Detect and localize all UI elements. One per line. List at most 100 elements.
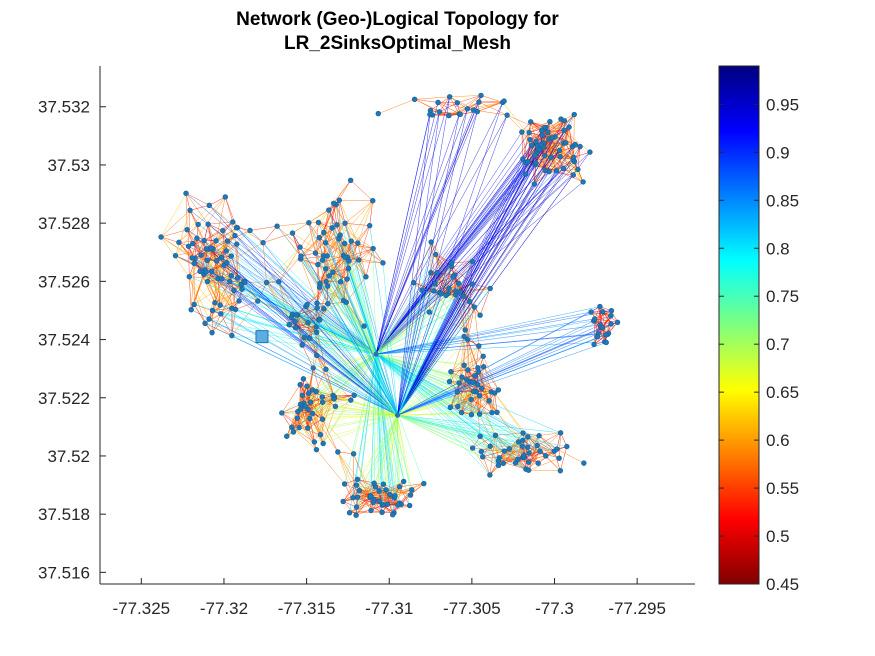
node-point	[469, 445, 476, 451]
mesh-edge	[450, 395, 480, 408]
sink-edge	[319, 319, 398, 416]
sink-edge	[187, 229, 377, 355]
mesh-edge	[414, 96, 450, 100]
mesh-edge	[449, 96, 460, 115]
sink-edge	[397, 274, 455, 416]
sink-edge	[316, 326, 398, 416]
sink-edge	[394, 415, 398, 496]
node-point	[305, 425, 311, 431]
node-point	[220, 227, 226, 234]
colorbar-tick-label: 0.55	[766, 479, 799, 498]
node-point	[474, 381, 481, 388]
node-point	[396, 484, 403, 490]
mesh-edge	[472, 435, 496, 449]
mesh-edge	[316, 449, 345, 485]
sink-edge	[292, 232, 398, 416]
node-point	[344, 276, 350, 282]
sink-edge	[397, 414, 523, 447]
sink-edge	[295, 327, 398, 416]
mesh-edge	[383, 484, 411, 496]
node-point	[348, 238, 354, 244]
node-point	[476, 392, 483, 399]
sink-edge	[357, 415, 398, 480]
sink-edge	[300, 353, 377, 405]
colorbar-tick-label: 0.9	[766, 143, 790, 162]
sink-edge	[375, 353, 523, 447]
sink-edge	[220, 304, 398, 416]
node-point	[376, 488, 382, 494]
sink-edge	[397, 414, 473, 449]
node-point	[218, 254, 225, 261]
node-point	[321, 229, 327, 236]
mesh-edge	[430, 272, 450, 289]
mesh-edge	[191, 238, 198, 259]
node-point	[519, 443, 525, 449]
node-point	[208, 245, 214, 251]
y-tick-label: 37.526	[38, 272, 90, 291]
node-point	[446, 112, 452, 119]
node-point	[255, 298, 261, 304]
node-point	[351, 392, 357, 398]
node-point	[336, 236, 342, 242]
node-point	[543, 453, 549, 459]
sink-edge	[375, 318, 595, 355]
node-point	[331, 396, 337, 402]
sink-edge	[397, 113, 460, 416]
node-point	[478, 448, 485, 455]
sink-edge	[375, 289, 423, 355]
node-point	[320, 253, 327, 259]
mesh-edge	[185, 193, 209, 225]
node-point	[542, 152, 548, 159]
node-point	[477, 433, 483, 439]
node-point	[459, 374, 465, 380]
node-point	[454, 389, 461, 395]
node-point	[608, 308, 615, 314]
sink-edge	[397, 283, 473, 416]
sink-edge	[397, 144, 542, 416]
node-point	[286, 321, 292, 328]
sink-edge	[397, 412, 462, 416]
sink-edge	[356, 415, 398, 486]
sink-edge	[204, 323, 398, 416]
node-point	[411, 96, 418, 103]
sink-edge	[316, 332, 398, 416]
y-tick-label: 37.52	[47, 447, 90, 466]
mesh-edge	[300, 227, 333, 257]
mesh-edge	[564, 120, 574, 158]
node-point	[522, 171, 529, 177]
sink-edge	[375, 109, 474, 355]
mesh-edge	[178, 224, 199, 243]
mesh-edge	[548, 138, 584, 183]
node-point	[577, 143, 583, 150]
node-point	[331, 200, 337, 207]
sink-edge	[375, 354, 425, 484]
mesh-edge	[473, 391, 480, 415]
mesh-edge	[178, 242, 201, 272]
node-point	[306, 220, 312, 226]
node-point	[478, 92, 484, 99]
sink-edge	[354, 395, 398, 416]
node-point	[313, 446, 320, 453]
mesh-edge	[537, 445, 560, 459]
node-point	[446, 94, 453, 100]
node-point	[201, 237, 207, 244]
sink-edge	[397, 146, 581, 416]
x-tick-label: -77.305	[443, 599, 501, 618]
sink-edge	[329, 275, 398, 416]
colorbar-tick-label: 0.85	[766, 191, 799, 210]
node-point	[315, 219, 322, 226]
node-point	[290, 429, 297, 435]
mesh-edge	[211, 313, 222, 333]
mesh-edge	[312, 413, 339, 453]
mesh-edge	[227, 230, 251, 242]
node-point	[292, 318, 298, 325]
node-point	[317, 317, 323, 323]
sink-edge	[397, 399, 472, 416]
mesh-edge	[467, 301, 470, 340]
sink-edge	[375, 333, 609, 355]
node-point	[407, 492, 414, 498]
mesh-edge	[188, 246, 195, 264]
mesh-edge	[277, 222, 309, 227]
sink-edge	[375, 353, 518, 460]
mesh-edge	[160, 236, 179, 243]
